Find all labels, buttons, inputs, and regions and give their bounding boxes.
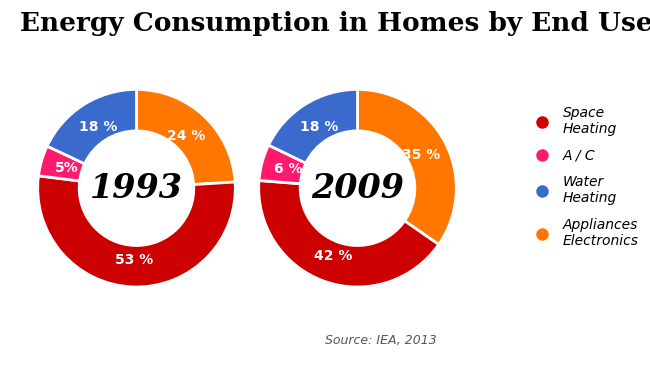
Text: 42 %: 42 % (314, 249, 352, 263)
Text: 6 %: 6 % (274, 162, 302, 176)
Wedge shape (38, 146, 84, 181)
Wedge shape (259, 180, 439, 287)
Text: Source: IEA, 2013: Source: IEA, 2013 (325, 334, 437, 347)
Text: 18 %: 18 % (300, 120, 339, 134)
Text: 5%: 5% (55, 161, 79, 175)
Text: 18 %: 18 % (79, 120, 117, 134)
Text: 24 %: 24 % (166, 129, 205, 142)
Wedge shape (268, 89, 358, 163)
Text: 53 %: 53 % (115, 253, 153, 267)
Wedge shape (136, 89, 235, 184)
Wedge shape (38, 176, 235, 287)
Wedge shape (47, 89, 136, 164)
Text: Energy Consumption in Homes by End Use: Energy Consumption in Homes by End Use (20, 11, 650, 36)
Text: 2009: 2009 (311, 172, 404, 205)
Wedge shape (358, 89, 456, 245)
Text: 1993: 1993 (90, 172, 183, 205)
Text: 35 %: 35 % (402, 148, 441, 162)
Wedge shape (259, 145, 306, 184)
Legend: Space
Heating, A / C, Water
Heating, Appliances
Electronics: Space Heating, A / C, Water Heating, App… (524, 102, 643, 252)
